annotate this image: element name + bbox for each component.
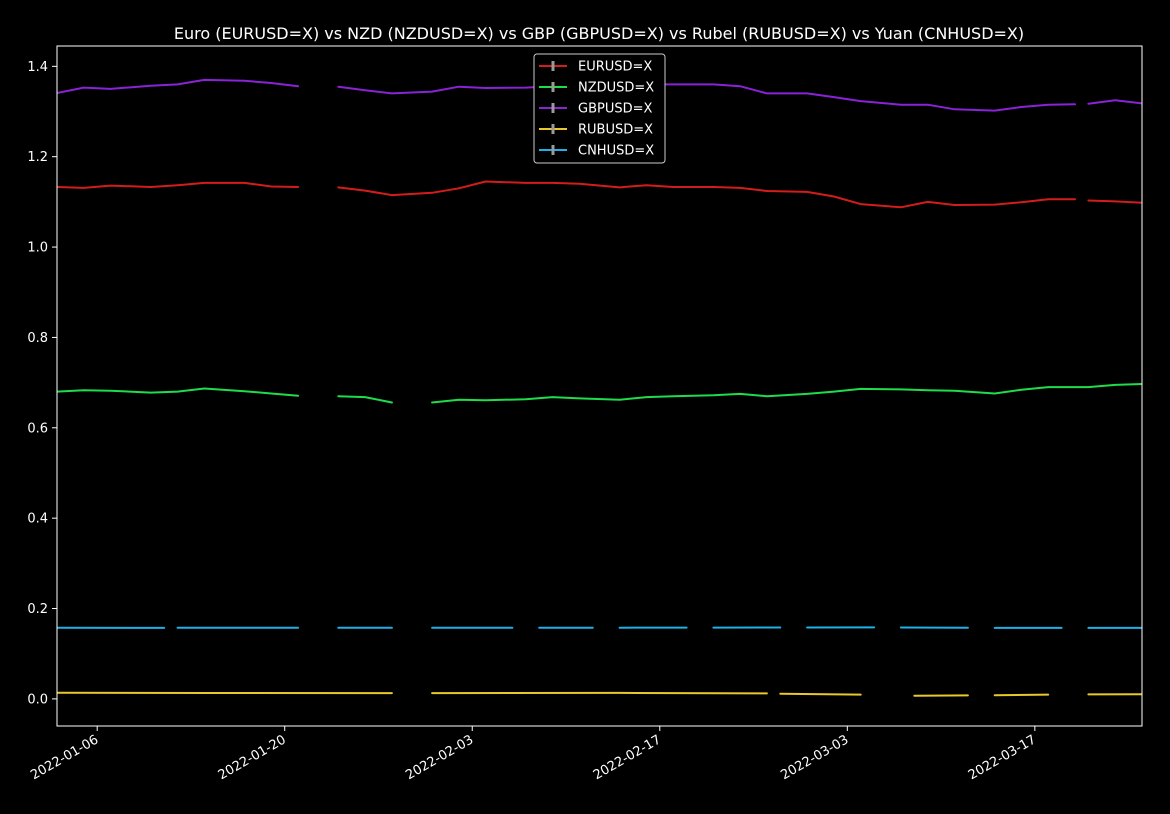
series-line-segment	[57, 78, 300, 94]
legend-box	[533, 53, 666, 164]
legend-label: GBPUSD=X	[578, 102, 653, 117]
y-tick-label: 0.2	[27, 602, 48, 617]
y-axis: 0.0 0.2 0.4 0.6 0.8 1.0 1.2 1.4	[27, 60, 57, 707]
series-line-segment	[431, 691, 768, 695]
series-line-segment	[1087, 99, 1142, 105]
series-layer	[57, 78, 1142, 697]
plot-area-frame	[56, 45, 1143, 727]
series-line-segment	[779, 692, 862, 696]
series-rubusd-x	[57, 691, 1142, 697]
chart-legend: EURUSD=X NZDUSD=X GBPUSD=X RUBUSD=X CNHUSD=X	[533, 53, 666, 164]
y-tick-label: 0.6	[27, 421, 48, 436]
legend-label: RUBUSD=X	[578, 123, 653, 138]
legend-label: CNHUSD=X	[578, 144, 654, 159]
series-line-segment	[57, 181, 300, 189]
y-tick-label: 1.0	[27, 241, 48, 256]
series-line-segment	[57, 387, 300, 397]
y-tick-label: 0.4	[27, 512, 48, 527]
series-cnhusd-x	[57, 626, 1142, 629]
series-gbpusd-x	[57, 78, 1142, 112]
series-line-segment	[431, 383, 1142, 404]
series-line-segment	[1087, 199, 1142, 204]
y-tick-label: 1.2	[27, 150, 48, 165]
y-tick-label: 1.4	[27, 60, 48, 75]
series-eurusd-x	[57, 180, 1142, 209]
series-line-segment	[337, 180, 1076, 209]
series-line-segment	[337, 395, 393, 404]
series-nzdusd-x	[57, 383, 1142, 404]
series-line-segment	[993, 693, 1050, 697]
y-tick-label: 0.8	[27, 331, 48, 346]
y-tick-label: 0.0	[27, 692, 48, 707]
legend-label: NZDUSD=X	[578, 81, 654, 96]
legend-label: EURUSD=X	[578, 60, 652, 75]
series-line-segment	[337, 83, 1076, 112]
chart-title: Euro (EURUSD=X) vs NZD (NZDUSD=X) vs GBP…	[174, 24, 1024, 43]
